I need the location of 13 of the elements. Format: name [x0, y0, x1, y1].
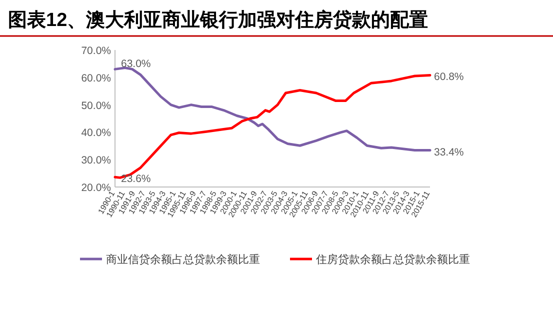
annotation: 63.0%: [121, 58, 151, 70]
legend-label: 住房贷款余额占总贷款余额比重: [316, 253, 470, 266]
annotation: 23.6%: [121, 173, 151, 186]
y-tick-label: 70.0%: [81, 45, 111, 57]
annotation: 33.4%: [434, 146, 464, 158]
annotation: 60.8%: [434, 71, 464, 84]
line-series: [114, 66, 432, 152]
legend-label: 商业信贷余额占总贷款余额比重: [106, 253, 260, 266]
y-tick-label: 30.0%: [81, 154, 111, 167]
chart-title: 图表12、澳大利亚商业银行加强对住房贷款的配置: [8, 9, 428, 31]
y-tick-label: 60.0%: [81, 72, 111, 84]
y-tick-label: 40.0%: [81, 127, 111, 140]
y-tick-label: 50.0%: [81, 100, 111, 112]
